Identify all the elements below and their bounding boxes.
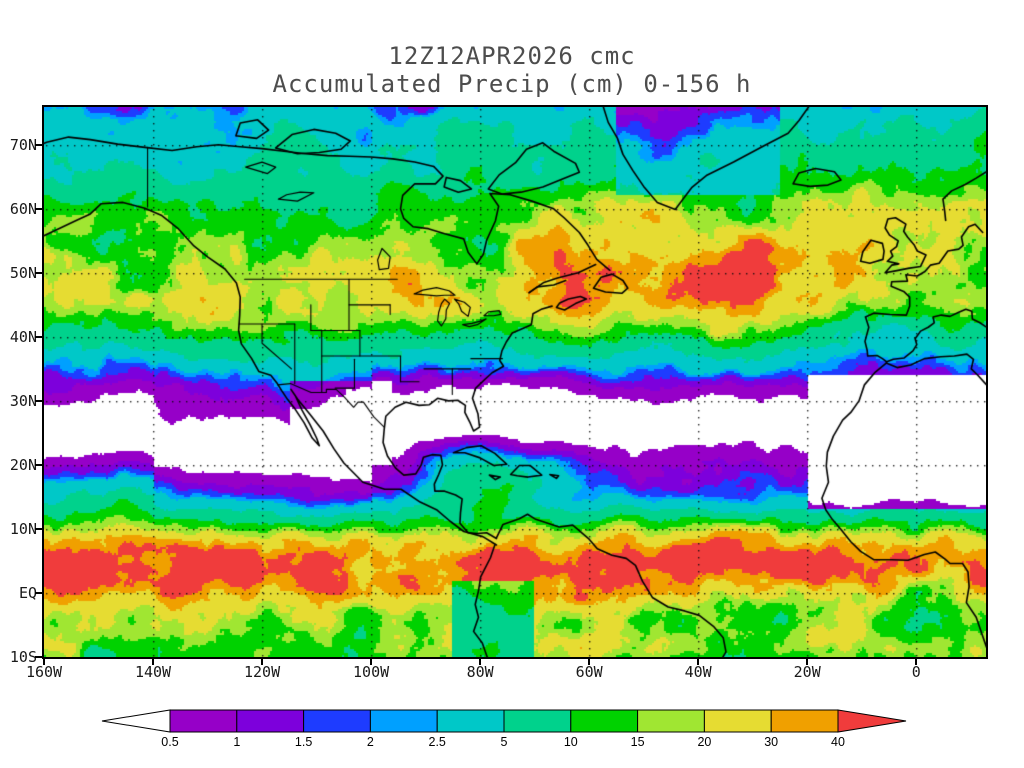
colorbar-segment-1.5 [303,709,371,733]
lon-label-160W: 160W [25,663,63,681]
lat-label-10N: 10N [9,519,37,538]
lat-label-EQ: EQ [18,583,37,602]
lon-tick [479,659,482,665]
lon-tick [588,659,591,665]
colorbar-segment-10 [570,709,639,733]
lon-label-100W: 100W [353,663,390,681]
lat-tick [35,527,42,530]
lon-tick [261,659,264,665]
lon-label-0: 0 [911,663,921,681]
plot-title-datetime: 12Z12APR2026 cmc [388,42,636,70]
lon-label-140W: 140W [134,663,172,681]
lat-label-10S: 10S [9,648,37,666]
lat-tick [35,591,42,594]
colorbar-tick-1.5: 1.5 [295,735,312,749]
lat-label-50N: 50N [9,263,37,282]
colorbar-tick-2.5: 2.5 [429,735,446,749]
colorbar-tick-2: 2 [367,735,374,749]
lat-tick [35,399,42,402]
lat-label-60N: 60N [9,199,37,218]
colorbar-segment-15 [637,709,705,733]
colorbar-tick-20: 20 [697,735,711,749]
map-frame [42,105,988,659]
colorbar-segment-20 [703,709,772,733]
lon-tick [806,659,809,665]
lat-tick [35,143,42,146]
colorbar-tick-15: 15 [631,735,645,749]
colorbar-tick-40: 40 [831,735,845,749]
lat-tick [35,207,42,210]
lon-label-60W: 60W [575,663,603,681]
precip-field-canvas [44,107,986,657]
lat-label-30N: 30N [9,391,37,410]
lon-label-120W: 120W [243,663,281,681]
lat-label-20N: 20N [9,455,37,474]
colorbar-tick-30: 30 [764,735,778,749]
colorbar-segment-30 [770,709,839,733]
lat-tick [35,271,42,274]
lat-label-40N: 40N [9,327,37,346]
lat-label-70N: 70N [9,135,37,154]
lon-tick [697,659,700,665]
lat-tick [35,656,42,658]
lat-tick [35,463,42,466]
lon-tick [370,659,373,665]
plot-title-variable: Accumulated Precip (cm) 0-156 h [272,70,752,98]
colorbar-tick-1: 1 [233,735,240,749]
colorbar-segment-0.5 [169,709,238,733]
lon-label-20W: 20W [793,663,821,681]
colorbar-tick-0.5: 0.5 [161,735,178,749]
lon-label-40W: 40W [684,663,712,681]
lon-label-80W: 80W [466,663,494,681]
colorbar-segment-2 [369,709,438,733]
lat-tick [35,335,42,338]
colorbar-segment-2.5 [436,709,505,733]
colorbar-tick-5: 5 [501,735,508,749]
lon-tick [915,659,918,665]
colorbar-legend: 0.5 1 1.5 2 2.5 5 10 15 20 30 40 [101,709,907,749]
colorbar-arrow-high [837,709,907,733]
lon-tick [43,659,45,665]
colorbar-segment-1 [236,709,305,733]
colorbar-tick-10: 10 [564,735,578,749]
colorbar-segment-5 [503,709,572,733]
lon-tick [152,659,155,665]
colorbar-arrow-low [101,709,171,733]
